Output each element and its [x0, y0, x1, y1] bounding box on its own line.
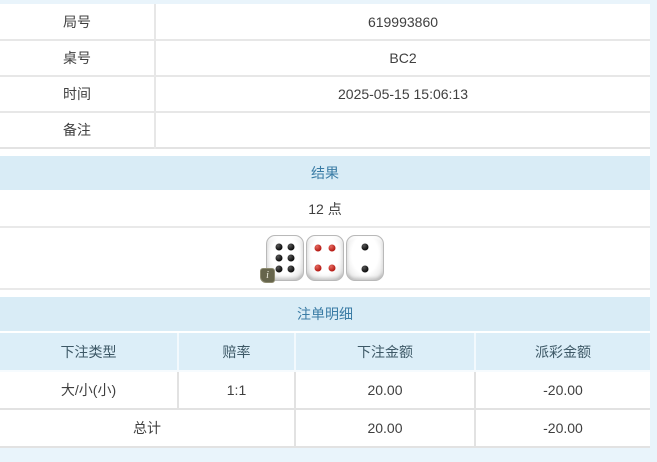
table-id-label: 桌号	[0, 40, 156, 77]
table-header-row: 下注类型 赔率 下注金额 派彩金额	[0, 333, 650, 372]
record-detail-panel: 局号 619993860 桌号 BC2 时间 2025-05-15 15:06:…	[0, 4, 650, 448]
result-points: 12 点	[0, 192, 650, 228]
game-id-label: 局号	[0, 4, 156, 41]
die-3-face-2	[346, 235, 384, 281]
odds-cell: 1:1	[177, 371, 295, 410]
table-row: 大/小(小) 1:1 20.00 -20.00	[0, 371, 650, 410]
payout-amount-cell: -20.00	[474, 371, 650, 410]
table-row: 局号 619993860	[0, 4, 650, 41]
col-header-bet-amount: 下注金额	[294, 333, 475, 372]
col-header-payout-amount: 派彩金额	[474, 333, 650, 372]
die-pip	[287, 265, 295, 273]
bet-detail-section-header: 注单明细	[0, 297, 650, 333]
die-pip	[275, 254, 283, 262]
bet-type-cell: 大/小(小)	[0, 371, 178, 410]
die-pip	[314, 244, 322, 252]
die-pip	[275, 265, 283, 273]
result-section-header: 结果	[0, 156, 650, 192]
section-gap	[0, 149, 650, 156]
time-value: 2025-05-15 15:06:13	[155, 76, 650, 113]
section-gap	[0, 290, 650, 297]
dice-result-row: i	[0, 228, 650, 290]
remark-value	[155, 112, 650, 148]
col-header-odds: 赔率	[177, 333, 295, 372]
die-pip	[361, 243, 369, 251]
game-id-value: 619993860	[155, 4, 650, 41]
table-row: 桌号 BC2	[0, 40, 650, 77]
total-payout-amount: -20.00	[474, 409, 650, 448]
remark-label: 备注	[0, 112, 156, 148]
bet-amount-cell: 20.00	[294, 371, 475, 410]
die-1-face-6: i	[260, 235, 304, 283]
die-pip	[328, 264, 336, 272]
table-id-value: BC2	[155, 40, 650, 77]
bet-detail-table: 下注类型 赔率 下注金额 派彩金额 大/小(小) 1:1 20.00 -20.0…	[0, 333, 650, 448]
total-row: 总计 20.00 -20.00	[0, 409, 650, 448]
die-2-face-4	[306, 235, 344, 281]
col-header-bet-type: 下注类型	[0, 333, 178, 372]
time-label: 时间	[0, 76, 156, 113]
total-label: 总计	[0, 409, 295, 448]
die-pip	[328, 244, 336, 252]
die-pip	[287, 254, 295, 262]
info-icon[interactable]: i	[260, 268, 275, 283]
die-pip	[275, 243, 283, 251]
table-row: 时间 2025-05-15 15:06:13	[0, 76, 650, 113]
die-pip	[314, 264, 322, 272]
die-pip	[361, 265, 369, 273]
table-row: 备注	[0, 112, 650, 148]
game-info-table: 局号 619993860 桌号 BC2 时间 2025-05-15 15:06:…	[0, 4, 650, 149]
total-bet-amount: 20.00	[294, 409, 475, 448]
die-pip	[287, 243, 295, 251]
